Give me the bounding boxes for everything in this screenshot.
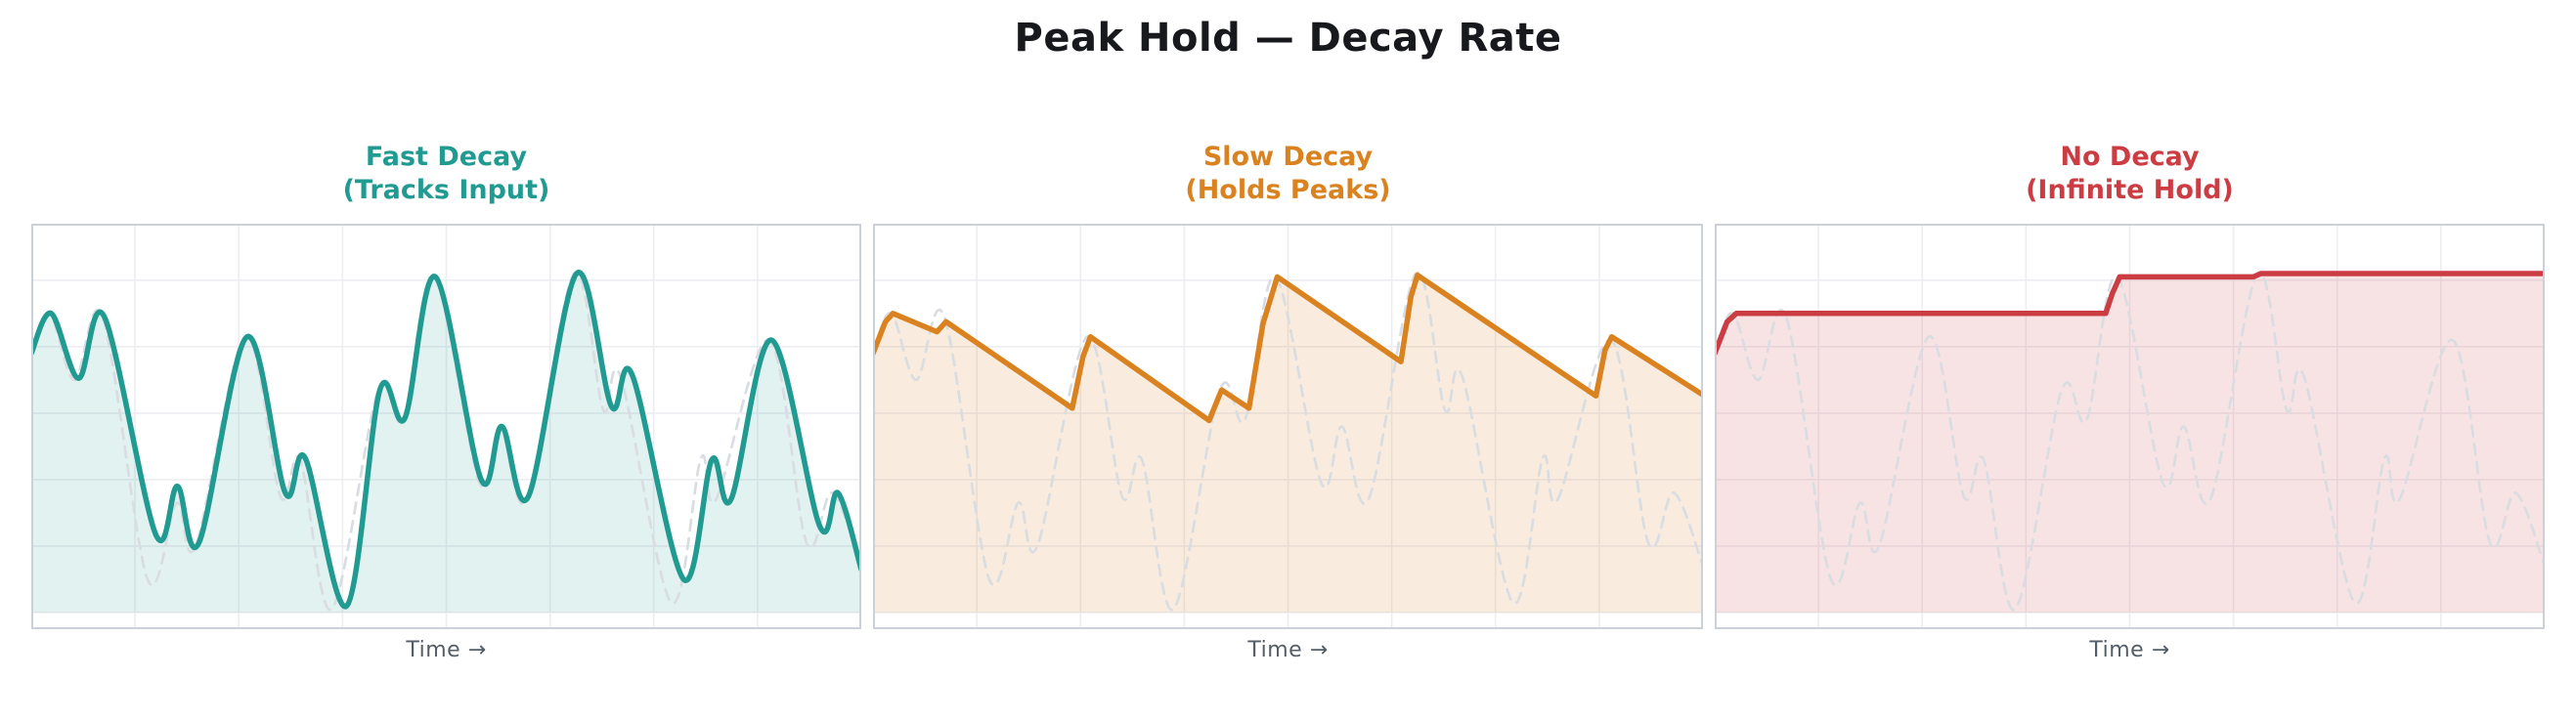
no-decay-plot	[1715, 224, 2545, 629]
chart-subtitle-line1: Slow Decay	[1202, 142, 1374, 172]
chart-subtitle-line1: No Decay	[2060, 142, 2200, 172]
chart-slow-decay: Slow Decay (Holds Peaks) Time →	[873, 141, 1703, 662]
x-axis-label: Time →	[406, 638, 487, 662]
figure-title: Peak Hold — Decay Rate	[1014, 16, 1562, 61]
slow-decay-plot	[873, 224, 1703, 629]
chart-subtitle-line2: (Tracks Input)	[342, 175, 550, 205]
chart-subtitle-line2: (Holds Peaks)	[1185, 175, 1391, 205]
x-axis-label: Time →	[2089, 638, 2170, 662]
chart-slow-decay-title: Slow Decay (Holds Peaks)	[873, 141, 1703, 207]
fast-decay-plot	[31, 224, 861, 629]
chart-no-decay-title: No Decay (Infinite Hold)	[1715, 141, 2545, 207]
peak-hold-figure: Peak Hold — Decay Rate Fast Decay (Track…	[0, 16, 2576, 662]
chart-subtitle-line2: (Infinite Hold)	[2026, 175, 2234, 205]
chart-fast-decay-title: Fast Decay (Tracks Input)	[31, 141, 861, 207]
chart-subtitle-line1: Fast Decay	[365, 142, 528, 172]
chart-fast-decay: Fast Decay (Tracks Input) Time →	[31, 141, 861, 662]
x-axis-label: Time →	[1247, 638, 1329, 662]
chart-no-decay: No Decay (Infinite Hold) Time →	[1715, 141, 2545, 662]
charts-row: Fast Decay (Tracks Input) Time → Slow De…	[0, 141, 2576, 662]
